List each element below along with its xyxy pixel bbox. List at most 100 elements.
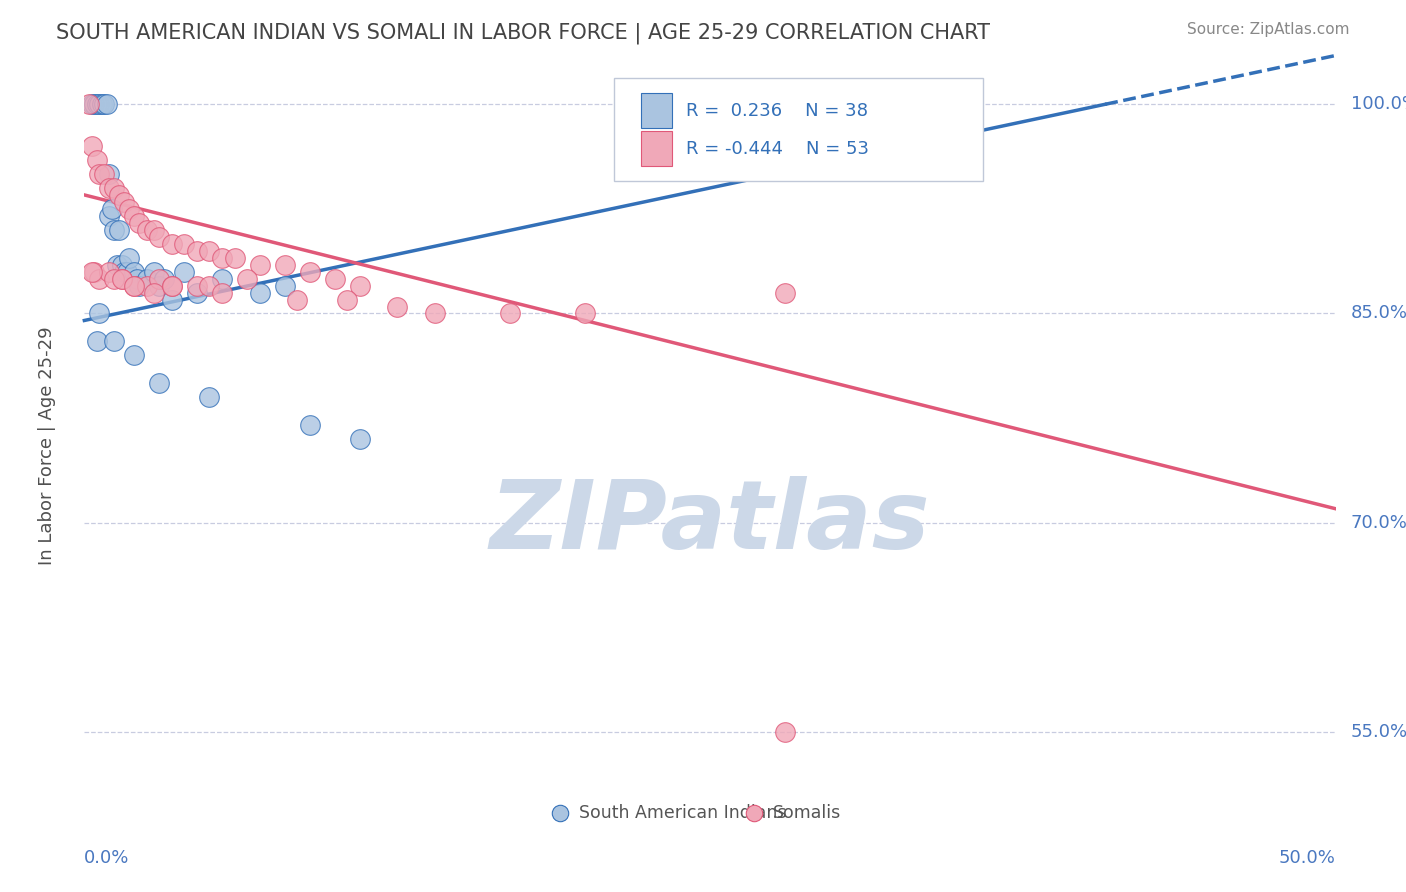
Point <box>89 97 111 112</box>
Point <box>112 194 135 209</box>
Point <box>249 285 271 300</box>
Point <box>349 432 371 446</box>
Text: Source: ZipAtlas.com: Source: ZipAtlas.com <box>1187 22 1350 37</box>
Point <box>211 285 233 300</box>
Text: 0.0%: 0.0% <box>84 849 129 867</box>
Point <box>198 278 221 293</box>
Text: In Labor Force | Age 25-29: In Labor Force | Age 25-29 <box>38 326 56 566</box>
Point <box>80 265 103 279</box>
Point <box>103 223 125 237</box>
Point <box>124 278 146 293</box>
Point <box>124 348 146 362</box>
Point <box>148 278 170 293</box>
Point <box>79 97 101 112</box>
Point <box>89 167 111 181</box>
Point <box>136 278 159 293</box>
Point <box>385 300 409 314</box>
Point <box>773 725 796 739</box>
Point <box>173 236 195 251</box>
Point <box>89 271 111 285</box>
Point <box>118 202 141 216</box>
Point <box>105 258 128 272</box>
Text: 85.0%: 85.0% <box>1351 304 1406 323</box>
Point <box>211 251 233 265</box>
Point <box>83 97 105 112</box>
Point <box>124 265 146 279</box>
Point <box>111 271 134 285</box>
Point <box>111 258 134 272</box>
Point <box>108 223 131 237</box>
Point <box>173 265 195 279</box>
Point <box>143 285 166 300</box>
Point <box>96 97 118 112</box>
Point <box>93 97 115 112</box>
Point <box>198 390 221 404</box>
Point <box>499 306 522 320</box>
Point <box>298 418 321 433</box>
Point <box>98 209 121 223</box>
Point <box>148 376 170 391</box>
Point <box>211 271 233 285</box>
Point <box>86 153 108 167</box>
Point <box>323 271 346 285</box>
Text: 100.0%: 100.0% <box>1351 95 1406 113</box>
Point <box>125 271 148 285</box>
Text: 70.0%: 70.0% <box>1351 514 1406 532</box>
Point <box>186 285 208 300</box>
Point <box>80 97 103 112</box>
Point <box>98 265 121 279</box>
Point <box>148 229 170 244</box>
Point <box>108 188 131 202</box>
Point <box>160 278 183 293</box>
Point <box>103 334 125 349</box>
Point <box>153 271 176 285</box>
Point <box>198 244 221 258</box>
Point <box>103 271 125 285</box>
Text: SOUTH AMERICAN INDIAN VS SOMALI IN LABOR FORCE | AGE 25-29 CORRELATION CHART: SOUTH AMERICAN INDIAN VS SOMALI IN LABOR… <box>56 22 990 44</box>
Point <box>93 167 115 181</box>
FancyBboxPatch shape <box>641 93 672 128</box>
Text: ZIPatlas: ZIPatlas <box>489 476 931 569</box>
Point <box>186 244 208 258</box>
Text: R = -0.444    N = 53: R = -0.444 N = 53 <box>686 140 869 158</box>
Point <box>273 278 295 293</box>
Point <box>148 271 170 285</box>
Point <box>160 293 183 307</box>
FancyBboxPatch shape <box>641 131 672 166</box>
Point <box>160 278 183 293</box>
Point <box>124 278 146 293</box>
Point <box>285 293 308 307</box>
Point <box>98 167 121 181</box>
Text: R =  0.236    N = 38: R = 0.236 N = 38 <box>686 102 869 120</box>
Point <box>115 265 138 279</box>
Point <box>574 306 596 320</box>
Text: South American Indians: South American Indians <box>579 804 786 822</box>
Point <box>98 181 121 195</box>
Point <box>273 258 295 272</box>
Point <box>143 265 166 279</box>
Point <box>773 285 796 300</box>
Point <box>349 278 371 293</box>
Point <box>236 271 259 285</box>
Text: Somalis: Somalis <box>773 804 841 822</box>
Point <box>136 223 159 237</box>
Point <box>80 139 103 153</box>
Point <box>249 258 271 272</box>
Point <box>89 306 111 320</box>
Point <box>86 334 108 349</box>
Point <box>423 306 446 320</box>
Point <box>186 278 208 293</box>
Point <box>298 265 321 279</box>
Point <box>90 97 112 112</box>
Point <box>118 251 141 265</box>
Text: 55.0%: 55.0% <box>1351 723 1406 741</box>
Point <box>143 223 166 237</box>
FancyBboxPatch shape <box>613 78 983 181</box>
Point <box>111 271 134 285</box>
Point <box>103 181 125 195</box>
Point <box>160 236 183 251</box>
Point <box>86 97 108 112</box>
Text: 50.0%: 50.0% <box>1279 849 1336 867</box>
Point <box>83 265 105 279</box>
Point <box>128 278 150 293</box>
